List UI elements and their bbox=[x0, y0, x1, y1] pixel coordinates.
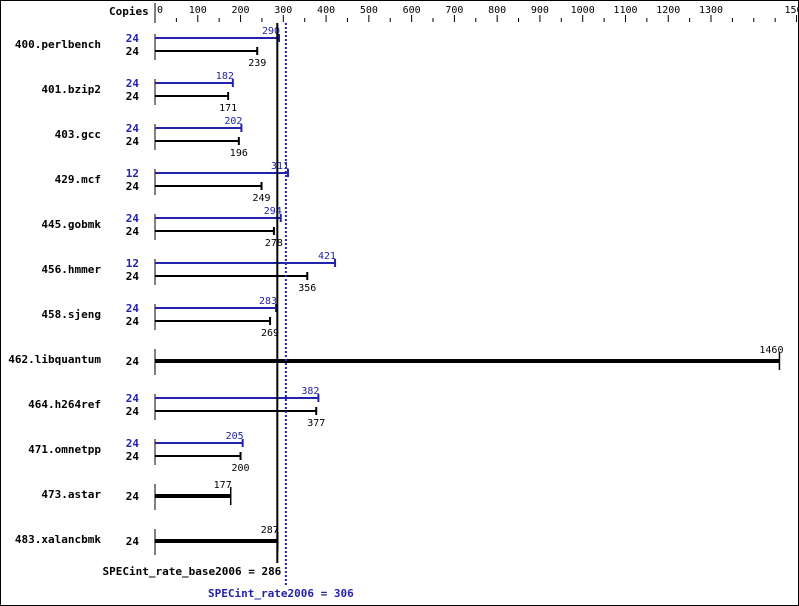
x-tick-label: 1500 bbox=[785, 5, 798, 16]
base-copies: 24 bbox=[126, 535, 140, 548]
peak-copies: 24 bbox=[126, 77, 140, 90]
base-copies: 24 bbox=[126, 490, 140, 503]
base-copies: 24 bbox=[126, 135, 140, 148]
base-copies: 24 bbox=[126, 315, 140, 328]
benchmark-label: 445.gobmk bbox=[41, 218, 101, 231]
x-tick-label: 0 bbox=[157, 5, 163, 16]
x-tick-label: 500 bbox=[360, 5, 378, 16]
base-value-label: 171 bbox=[219, 103, 237, 114]
peak-copies: 24 bbox=[126, 392, 140, 405]
peak-value-label: 290 bbox=[262, 26, 280, 37]
base-copies: 24 bbox=[126, 355, 140, 368]
base-copies: 24 bbox=[126, 90, 140, 103]
base-reference-label: SPECint_rate_base2006 = 286 bbox=[103, 565, 282, 578]
peak-copies: 24 bbox=[126, 212, 140, 225]
base-copies: 24 bbox=[126, 180, 140, 193]
benchmark-label: 456.hmmer bbox=[41, 263, 101, 276]
base-value-label: 239 bbox=[248, 58, 266, 69]
benchmark-label: 462.libquantum bbox=[8, 353, 101, 366]
peak-value-label: 421 bbox=[318, 251, 336, 262]
base-value-label: 356 bbox=[298, 283, 316, 294]
peak-copies: 24 bbox=[126, 302, 140, 315]
benchmark-label: 429.mcf bbox=[55, 173, 101, 186]
benchmark-label: 473.astar bbox=[41, 488, 101, 501]
benchmark-label: 403.gcc bbox=[55, 128, 101, 141]
copies-header: Copies bbox=[109, 5, 149, 18]
peak-value-label: 311 bbox=[271, 161, 289, 172]
base-copies: 24 bbox=[126, 225, 140, 238]
base-value-label: 377 bbox=[307, 418, 325, 429]
x-tick-label: 100 bbox=[189, 5, 207, 16]
x-tick-label: 800 bbox=[488, 5, 506, 16]
x-tick-label: 1100 bbox=[613, 5, 637, 16]
x-tick-label: 1200 bbox=[656, 5, 680, 16]
base-copies: 24 bbox=[126, 45, 140, 58]
peak-copies: 24 bbox=[126, 437, 140, 450]
peak-value-label: 382 bbox=[301, 386, 319, 397]
x-tick-label: 600 bbox=[403, 5, 421, 16]
x-tick-label: 1300 bbox=[699, 5, 723, 16]
peak-reference-label: SPECint_rate2006 = 306 bbox=[208, 587, 354, 600]
x-tick-label: 400 bbox=[317, 5, 335, 16]
benchmark-label: 400.perlbench bbox=[15, 38, 101, 51]
peak-value-label: 205 bbox=[226, 431, 244, 442]
benchmark-label: 464.h264ref bbox=[28, 398, 101, 411]
base-value-label: 196 bbox=[230, 148, 248, 159]
base-value-label: 269 bbox=[261, 328, 279, 339]
base-value-label: 200 bbox=[232, 463, 250, 474]
x-tick-label: 200 bbox=[232, 5, 250, 16]
x-tick-label: 900 bbox=[531, 5, 549, 16]
base-copies: 24 bbox=[126, 405, 140, 418]
peak-value-label: 202 bbox=[224, 116, 242, 127]
x-tick-label: 300 bbox=[274, 5, 292, 16]
x-tick-label: 1000 bbox=[571, 5, 595, 16]
base-copies: 24 bbox=[126, 450, 140, 463]
peak-value-label: 283 bbox=[259, 296, 277, 307]
benchmark-label: 458.sjeng bbox=[41, 308, 101, 321]
base-value-label: 1460 bbox=[759, 345, 783, 356]
peak-value-label: 294 bbox=[264, 206, 282, 217]
benchmark-label: 401.bzip2 bbox=[41, 83, 101, 96]
base-value-label: 177 bbox=[214, 480, 232, 491]
base-value-label: 287 bbox=[261, 525, 279, 536]
peak-copies: 12 bbox=[126, 167, 139, 180]
peak-copies: 24 bbox=[126, 122, 140, 135]
x-tick-label: 700 bbox=[445, 5, 463, 16]
base-value-label: 249 bbox=[252, 193, 270, 204]
peak-copies: 12 bbox=[126, 257, 139, 270]
base-value-label: 278 bbox=[265, 238, 283, 249]
benchmark-label: 483.xalancbmk bbox=[15, 533, 101, 546]
benchmark-label: 471.omnetpp bbox=[28, 443, 101, 456]
peak-copies: 24 bbox=[126, 32, 140, 45]
base-copies: 24 bbox=[126, 270, 140, 283]
peak-value-label: 182 bbox=[216, 71, 234, 82]
